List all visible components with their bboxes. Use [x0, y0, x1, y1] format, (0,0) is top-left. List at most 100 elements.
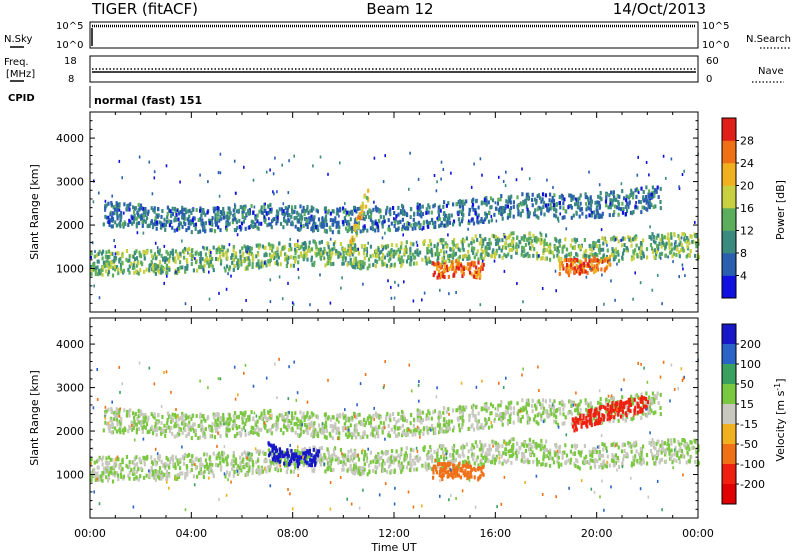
power-speckle	[667, 255, 669, 259]
power-cell	[671, 254, 674, 259]
power-cell	[141, 223, 144, 228]
power-cell	[590, 213, 593, 218]
velocity-cell	[546, 454, 549, 459]
velocity-cell	[301, 415, 304, 420]
velocity-cell	[602, 459, 605, 464]
velocity-cell	[108, 429, 111, 433]
velocity-cell	[140, 419, 143, 424]
velocity-cell	[328, 458, 332, 463]
power-cell	[448, 266, 451, 271]
power-cell	[455, 265, 458, 270]
velocity-cell	[223, 451, 226, 456]
power-cell	[434, 262, 437, 267]
power-speckle	[402, 233, 404, 237]
velocity-cell	[133, 422, 137, 427]
power-cell	[449, 264, 453, 269]
power-cell	[446, 220, 449, 225]
power-speckle	[684, 274, 686, 278]
power-cell	[483, 198, 486, 202]
velocity-cell	[561, 452, 564, 457]
power-cell	[425, 210, 428, 215]
power-cell	[206, 246, 209, 251]
velocity-scatter-data	[90, 357, 700, 512]
velocity-cell	[100, 457, 104, 462]
power-cell	[216, 209, 219, 214]
power-cell	[328, 225, 331, 230]
velocity-cell	[326, 457, 329, 462]
power-cell	[471, 237, 474, 242]
power-cell	[429, 242, 433, 247]
velocity-cell	[583, 459, 586, 464]
velocity-cell	[472, 445, 476, 450]
power-colorbar-segment	[722, 118, 736, 141]
power-cell	[624, 212, 627, 217]
power-cell	[671, 247, 674, 252]
velocity-cell	[245, 462, 248, 467]
power-cell	[225, 264, 229, 269]
velocity-cell	[271, 454, 274, 459]
power-cell	[214, 207, 217, 212]
power-cell	[105, 262, 108, 267]
velocity-cell	[612, 463, 615, 468]
power-colorbar-label: Power [dB]	[774, 180, 787, 240]
velocity-cell	[633, 443, 636, 448]
power-cell	[518, 239, 521, 244]
velocity-cell	[671, 453, 674, 458]
power-cell	[591, 244, 594, 249]
power-cell	[537, 215, 540, 220]
velocity-cell	[416, 457, 419, 462]
power-cell	[99, 271, 102, 276]
power-cell	[269, 258, 272, 262]
velocity-cell	[440, 427, 443, 431]
velocity-cell	[592, 448, 595, 452]
power-cell	[673, 246, 676, 251]
power-cell	[191, 218, 194, 222]
velocity-cell	[484, 443, 487, 448]
power-cell	[464, 253, 467, 258]
velocity-cell	[232, 473, 235, 478]
power-cell	[201, 223, 204, 228]
velocity-cell	[640, 392, 643, 397]
power-cell	[144, 212, 147, 217]
power-cell	[140, 206, 143, 211]
power-cell	[653, 190, 656, 195]
velocity-cell	[377, 434, 380, 439]
power-cell	[179, 265, 182, 270]
power-cell	[111, 273, 115, 278]
power-cell	[694, 241, 698, 246]
velocity-cell	[613, 401, 616, 406]
power-cell	[133, 209, 136, 214]
power-speckle	[682, 267, 684, 271]
velocity-cell	[608, 463, 611, 468]
power-cell	[327, 255, 330, 259]
velocity-cell	[531, 445, 534, 450]
velocity-cell	[152, 428, 155, 433]
power-cell	[228, 221, 231, 226]
power-cell	[543, 212, 546, 217]
velocity-cell	[557, 464, 560, 469]
velocity-cell	[217, 453, 220, 458]
velocity-cell	[436, 448, 439, 453]
power-speckle	[272, 190, 274, 194]
velocity-cell	[276, 452, 279, 457]
power-cell	[368, 215, 371, 220]
velocity-cell	[155, 472, 158, 477]
velocity-cell	[564, 461, 567, 465]
velocity-cell	[571, 444, 574, 449]
power-cell	[579, 245, 583, 249]
velocity-cell	[594, 447, 597, 452]
velocity-cell	[430, 453, 433, 458]
velocity-cell	[143, 475, 146, 480]
power-cell	[304, 222, 308, 227]
power-cell	[525, 204, 528, 209]
velocity-cell	[356, 471, 359, 476]
velocity-cell	[306, 428, 309, 433]
power-cell	[228, 265, 231, 270]
power-cell	[444, 217, 447, 222]
power-cell	[579, 267, 582, 272]
power-cell	[329, 218, 332, 223]
velocity-cell	[256, 467, 259, 472]
power-cell	[250, 204, 253, 209]
power-cell	[488, 237, 491, 242]
